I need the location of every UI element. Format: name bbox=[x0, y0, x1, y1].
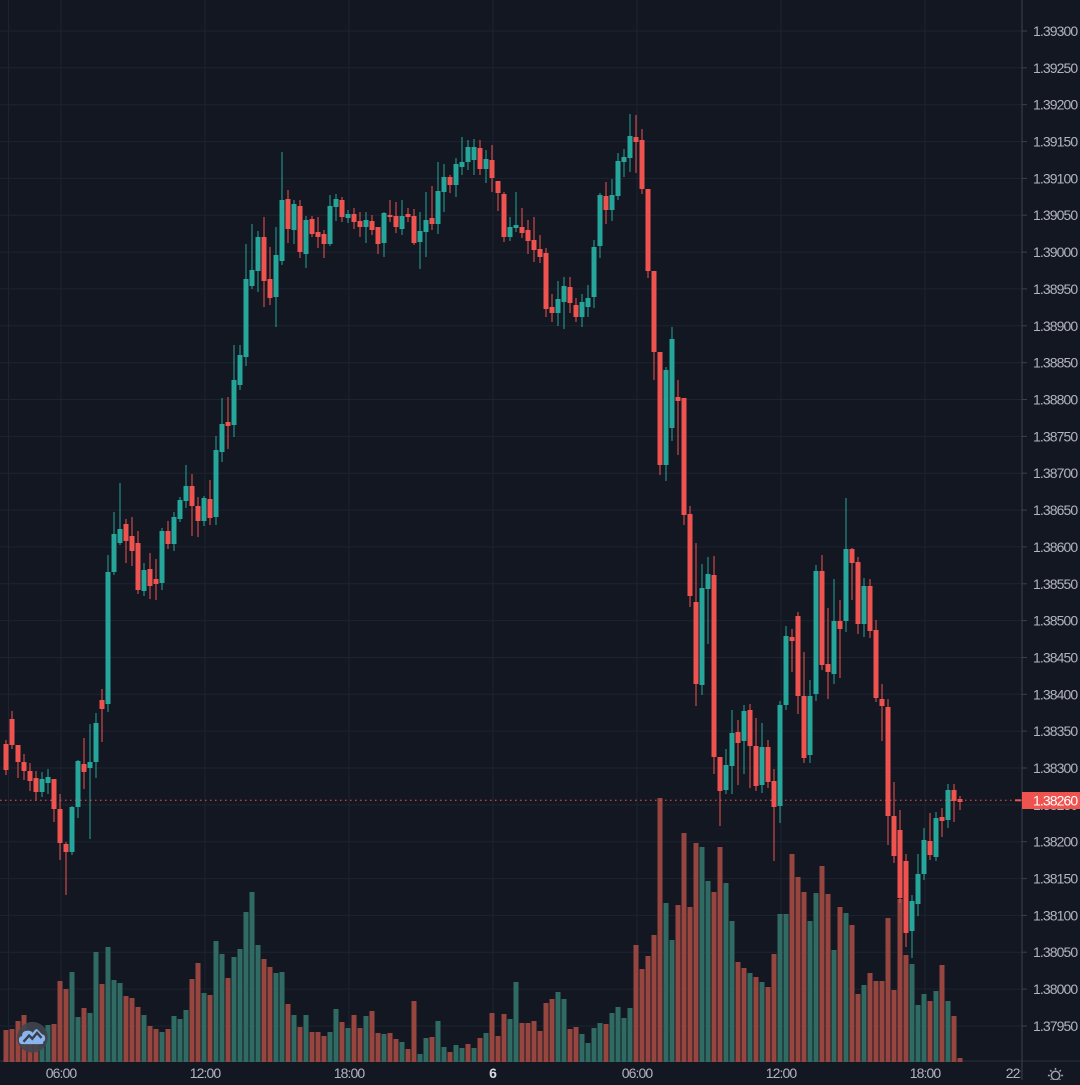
svg-text:1.38850: 1.38850 bbox=[1033, 355, 1078, 371]
svg-text:1.38800: 1.38800 bbox=[1033, 392, 1078, 408]
svg-text:1.38450: 1.38450 bbox=[1033, 650, 1078, 666]
svg-text:1.39100: 1.39100 bbox=[1033, 170, 1078, 186]
svg-text:12:00: 12:00 bbox=[766, 1065, 798, 1080]
svg-text:1.38950: 1.38950 bbox=[1033, 281, 1078, 297]
svg-text:06:00: 06:00 bbox=[46, 1065, 78, 1080]
svg-text:1.38750: 1.38750 bbox=[1033, 428, 1078, 444]
svg-text:1.38200: 1.38200 bbox=[1033, 834, 1078, 850]
svg-text:06:00: 06:00 bbox=[622, 1065, 654, 1080]
svg-text:1.38150: 1.38150 bbox=[1033, 871, 1078, 887]
svg-text:1.38700: 1.38700 bbox=[1033, 465, 1078, 481]
svg-text:1.38600: 1.38600 bbox=[1033, 539, 1078, 555]
svg-text:1.38260: 1.38260 bbox=[1033, 792, 1078, 808]
svg-text:1.39150: 1.39150 bbox=[1033, 134, 1078, 150]
svg-text:1.38350: 1.38350 bbox=[1033, 723, 1078, 739]
svg-text:1.37950: 1.37950 bbox=[1033, 1018, 1078, 1034]
svg-text:1.39300: 1.39300 bbox=[1033, 23, 1078, 39]
svg-text:1.39050: 1.39050 bbox=[1033, 207, 1078, 223]
svg-text:22:00: 22:00 bbox=[1006, 1065, 1038, 1080]
svg-text:12:00: 12:00 bbox=[190, 1065, 222, 1080]
svg-text:1.38650: 1.38650 bbox=[1033, 502, 1078, 518]
svg-text:18:00: 18:00 bbox=[910, 1065, 942, 1080]
svg-text:1.39000: 1.39000 bbox=[1033, 244, 1078, 260]
svg-text:1.38500: 1.38500 bbox=[1033, 613, 1078, 629]
svg-text:1.38050: 1.38050 bbox=[1033, 944, 1078, 960]
svg-text:1.38550: 1.38550 bbox=[1033, 576, 1078, 592]
svg-text:1.38000: 1.38000 bbox=[1033, 981, 1078, 997]
svg-text:1.38300: 1.38300 bbox=[1033, 760, 1078, 776]
svg-text:1.38900: 1.38900 bbox=[1033, 318, 1078, 334]
svg-text:6: 6 bbox=[489, 1065, 497, 1080]
svg-text:1.38100: 1.38100 bbox=[1033, 907, 1078, 923]
svg-text:1.38400: 1.38400 bbox=[1033, 686, 1078, 702]
svg-text:1.39250: 1.39250 bbox=[1033, 60, 1078, 76]
svg-text:18:00: 18:00 bbox=[334, 1065, 366, 1080]
svg-text:1.39200: 1.39200 bbox=[1033, 97, 1078, 113]
